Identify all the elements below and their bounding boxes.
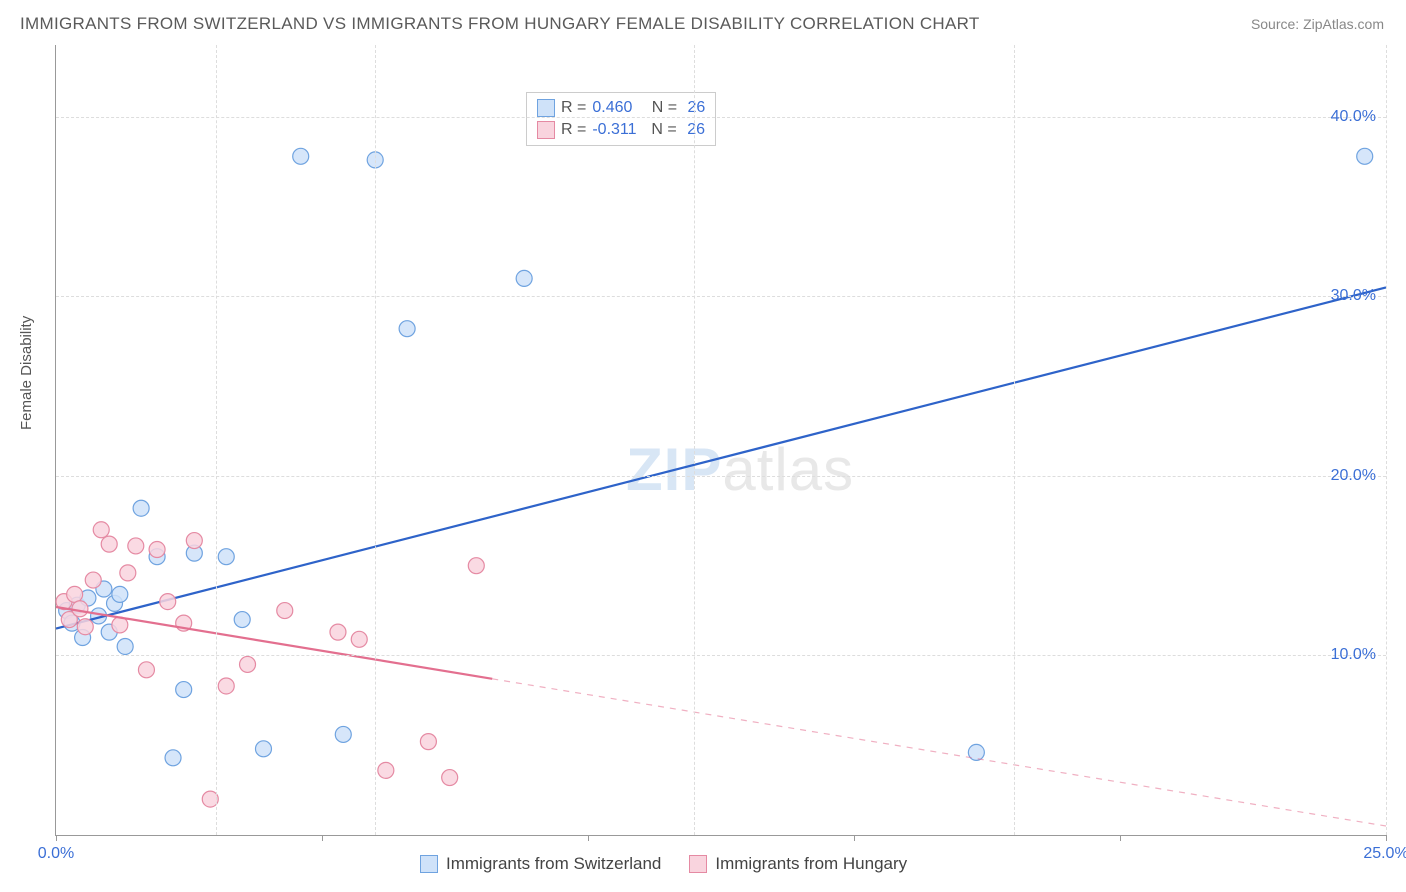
- scatter-point: [378, 762, 394, 778]
- scatter-point: [351, 631, 367, 647]
- legend-r-value: 0.460: [592, 99, 632, 117]
- scatter-point: [1357, 148, 1373, 164]
- scatter-point: [160, 594, 176, 610]
- legend-correlation-row: R = -0.311 N = 26: [537, 119, 705, 141]
- legend-swatch: [689, 855, 707, 873]
- y-tick-label: 10.0%: [1331, 646, 1376, 664]
- y-axis-label: Female Disability: [18, 316, 35, 430]
- legend-series-item: Immigrants from Hungary: [689, 854, 907, 874]
- scatter-point: [335, 726, 351, 742]
- gridline-v: [694, 45, 695, 835]
- legend-swatch: [537, 99, 555, 117]
- x-tick-mark: [56, 835, 57, 841]
- scatter-point: [234, 612, 250, 628]
- scatter-point: [120, 565, 136, 581]
- source-label: Source: ZipAtlas.com: [1251, 16, 1384, 32]
- plot-area: ZIPatlas R = 0.460 N = 26R = -0.311 N = …: [55, 45, 1386, 836]
- trend-line-solid: [56, 287, 1386, 628]
- scatter-point: [128, 538, 144, 554]
- x-tick-mark: [1386, 835, 1387, 841]
- series-legend: Immigrants from Switzerland Immigrants fr…: [420, 854, 907, 874]
- y-tick-label: 20.0%: [1331, 467, 1376, 485]
- scatter-point: [165, 750, 181, 766]
- legend-r-label: R =: [561, 99, 586, 117]
- scatter-point: [67, 586, 83, 602]
- legend-n-label: N =: [638, 99, 681, 117]
- gridline-h: [56, 296, 1386, 297]
- scatter-point: [277, 603, 293, 619]
- scatter-point: [133, 500, 149, 516]
- scatter-point: [138, 662, 154, 678]
- correlation-legend: R = 0.460 N = 26R = -0.311 N = 26: [526, 92, 716, 146]
- scatter-point: [240, 656, 256, 672]
- legend-swatch: [420, 855, 438, 873]
- scatter-point: [255, 741, 271, 757]
- chart-container: IMMIGRANTS FROM SWITZERLAND VS IMMIGRANT…: [0, 0, 1406, 892]
- x-tick-mark: [322, 835, 323, 841]
- scatter-point: [77, 619, 93, 635]
- gridline-h: [56, 117, 1386, 118]
- scatter-point: [112, 586, 128, 602]
- scatter-point: [117, 638, 133, 654]
- x-tick-label: 0.0%: [38, 845, 74, 863]
- x-tick-mark: [854, 835, 855, 841]
- scatter-point: [85, 572, 101, 588]
- scatter-point: [149, 542, 165, 558]
- scatter-point: [420, 734, 436, 750]
- legend-series-item: Immigrants from Switzerland: [420, 854, 661, 874]
- scatter-point: [186, 533, 202, 549]
- x-tick-label: 25.0%: [1363, 845, 1406, 863]
- scatter-point: [293, 148, 309, 164]
- gridline-h: [56, 476, 1386, 477]
- scatter-svg: [56, 45, 1386, 835]
- scatter-point: [468, 558, 484, 574]
- scatter-point: [442, 770, 458, 786]
- legend-correlation-row: R = 0.460 N = 26: [537, 97, 705, 119]
- gridline-v: [375, 45, 376, 835]
- legend-r-label: R =: [561, 121, 586, 139]
- x-tick-mark: [1120, 835, 1121, 841]
- legend-n-value: 26: [688, 99, 706, 117]
- y-tick-label: 30.0%: [1331, 287, 1376, 305]
- legend-r-value: -0.311: [592, 121, 636, 139]
- legend-n-label: N =: [643, 121, 682, 139]
- legend-series-label: Immigrants from Switzerland: [446, 854, 661, 874]
- scatter-point: [72, 601, 88, 617]
- legend-series-label: Immigrants from Hungary: [715, 854, 907, 874]
- scatter-point: [93, 522, 109, 538]
- legend-swatch: [537, 121, 555, 139]
- gridline-v: [1014, 45, 1015, 835]
- scatter-point: [330, 624, 346, 640]
- gridline-v: [216, 45, 217, 835]
- gridline-h: [56, 655, 1386, 656]
- scatter-point: [516, 270, 532, 286]
- y-tick-label: 40.0%: [1331, 108, 1376, 126]
- chart-title: IMMIGRANTS FROM SWITZERLAND VS IMMIGRANT…: [20, 14, 980, 34]
- scatter-point: [101, 536, 117, 552]
- trend-line-dashed: [492, 679, 1386, 826]
- scatter-point: [176, 682, 192, 698]
- scatter-point: [218, 678, 234, 694]
- scatter-point: [399, 321, 415, 337]
- scatter-point: [218, 549, 234, 565]
- legend-n-value: 26: [687, 121, 705, 139]
- gridline-v: [1386, 45, 1387, 835]
- x-tick-mark: [588, 835, 589, 841]
